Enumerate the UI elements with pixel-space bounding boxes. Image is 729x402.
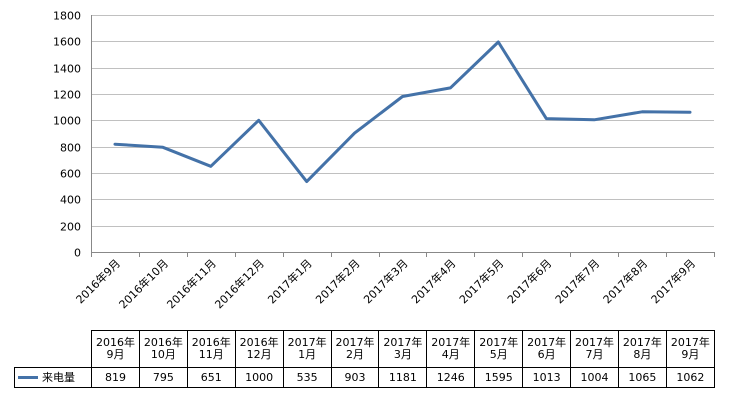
header-month: 12月 <box>246 348 272 361</box>
header-year: 2017年 <box>287 336 327 349</box>
y-tick-label: 1800 <box>53 10 81 23</box>
header-month: 10月 <box>150 348 176 361</box>
y-tick-label: 200 <box>60 221 81 234</box>
legend-swatch <box>18 376 38 379</box>
data-table-value-cell: 1246 <box>426 367 476 388</box>
x-tick-label: 2017年6月 <box>504 256 554 306</box>
data-table-value-cell: 795 <box>138 367 188 388</box>
header-month: 9月 <box>106 348 125 361</box>
series-line <box>113 40 692 184</box>
x-tick-label: 2016年9月 <box>73 256 123 306</box>
data-table-header-cell: 2016年 9月 <box>91 330 140 368</box>
series-lines <box>113 40 692 184</box>
data-table-header-cell: 2017年 2月 <box>330 330 380 368</box>
header-year: 2017年 <box>670 336 710 349</box>
header-month: 8月 <box>633 348 652 361</box>
header-year: 2017年 <box>575 336 615 349</box>
x-tick-label: 2017年3月 <box>360 256 410 306</box>
data-table-corner <box>14 330 92 368</box>
y-tick-label: 800 <box>60 142 81 155</box>
y-tick-label: 1000 <box>53 115 81 128</box>
data-table-header-cell: 2017年 9月 <box>665 330 715 368</box>
header-month: 1月 <box>298 348 317 361</box>
y-axis-tick-labels: 0 200 400 600 800 1000 1200 1400 1600 1800 <box>53 10 81 260</box>
data-table-value-cell: 903 <box>330 367 380 388</box>
header-month: 9月 <box>681 348 700 361</box>
data-table-value-cell: 651 <box>186 367 236 388</box>
y-tick-label: 0 <box>74 247 81 260</box>
header-year: 2017年 <box>622 336 662 349</box>
data-table-header-cell: 2017年 3月 <box>378 330 428 368</box>
x-axis-tick-labels: 2016年9月2016年10月2016年11月2016年12月2017年1月20… <box>73 256 698 311</box>
header-month: 4月 <box>441 348 460 361</box>
data-table-header-cell: 2017年 4月 <box>426 330 476 368</box>
gridlines <box>91 15 714 227</box>
header-year: 2016年 <box>143 336 183 349</box>
header-month: 6月 <box>537 348 556 361</box>
x-tick-label: 2017年2月 <box>312 256 362 306</box>
header-year: 2017年 <box>335 336 375 349</box>
y-tick-label: 1600 <box>53 36 81 49</box>
header-month: 3月 <box>393 348 412 361</box>
data-table-header-row: 2016年 9月 2016年 10月 2016年 11月 2016年 12月 2017年 1月 20… <box>14 330 715 368</box>
data-table-header-cell: 2016年 10月 <box>138 330 188 368</box>
header-month: 7月 <box>585 348 604 361</box>
x-tick-label: 2016年11月 <box>164 256 219 311</box>
legend-entry: 来电量 <box>14 367 92 388</box>
data-table: 2016年 9月 2016年 10月 2016年 11月 2016年 12月 2017年 1月 20… <box>14 330 715 388</box>
data-table-header-cell: 2017年 5月 <box>474 330 524 368</box>
header-year: 2017年 <box>479 336 519 349</box>
header-month: 5月 <box>489 348 508 361</box>
x-tick-label: 2017年8月 <box>600 256 650 306</box>
line-chart: 0 200 400 600 800 1000 1200 1400 1600 1800 2016年9… <box>53 10 715 311</box>
data-table-header-cell: 2017年 7月 <box>570 330 619 368</box>
header-year: 2016年 <box>95 336 135 349</box>
axes <box>91 15 715 257</box>
data-table-values-row: 来电量 819 795 651 1000 535 903 1181 1246 1595 1013 1… <box>14 367 715 388</box>
header-year: 2017年 <box>527 336 567 349</box>
y-tick-label: 400 <box>60 194 81 207</box>
header-month: 11月 <box>198 348 224 361</box>
y-tick-label: 600 <box>60 168 81 181</box>
data-table-value-cell: 1595 <box>474 367 524 388</box>
data-table-header-cell: 2017年 6月 <box>522 330 572 368</box>
x-tick-label: 2017年9月 <box>648 256 698 306</box>
x-tick-label: 2017年4月 <box>408 256 458 306</box>
x-tick-label: 2016年10月 <box>116 256 171 311</box>
y-tick-label: 1200 <box>53 89 81 102</box>
header-year: 2016年 <box>239 336 279 349</box>
data-table-value-cell: 819 <box>91 367 140 388</box>
x-tick-label: 2017年7月 <box>552 256 602 306</box>
data-table-value-cell: 535 <box>282 367 332 388</box>
header-month: 2月 <box>345 348 364 361</box>
legend-label: 来电量 <box>42 370 75 384</box>
x-tick-label: 2017年5月 <box>456 256 506 306</box>
data-table-value-cell: 1013 <box>522 367 572 388</box>
x-tick-label: 2017年1月 <box>265 256 315 306</box>
data-table-header-cell: 2017年 8月 <box>617 330 667 368</box>
x-tick-label: 2016年12月 <box>212 256 267 311</box>
data-table-header-cell: 2017年 1月 <box>282 330 332 368</box>
header-year: 2016年 <box>191 336 231 349</box>
data-table-value-cell: 1062 <box>665 367 715 388</box>
header-year: 2017年 <box>431 336 471 349</box>
data-table-header-cell: 2016年 12月 <box>234 330 284 368</box>
header-year: 2017年 <box>383 336 423 349</box>
data-table-value-cell: 1004 <box>570 367 619 388</box>
data-table-value-cell: 1000 <box>234 367 284 388</box>
data-table-header-cell: 2016年 11月 <box>186 330 236 368</box>
y-tick-label: 1400 <box>53 63 81 76</box>
data-table-value-cell: 1181 <box>378 367 428 388</box>
data-table-value-cell: 1065 <box>617 367 667 388</box>
